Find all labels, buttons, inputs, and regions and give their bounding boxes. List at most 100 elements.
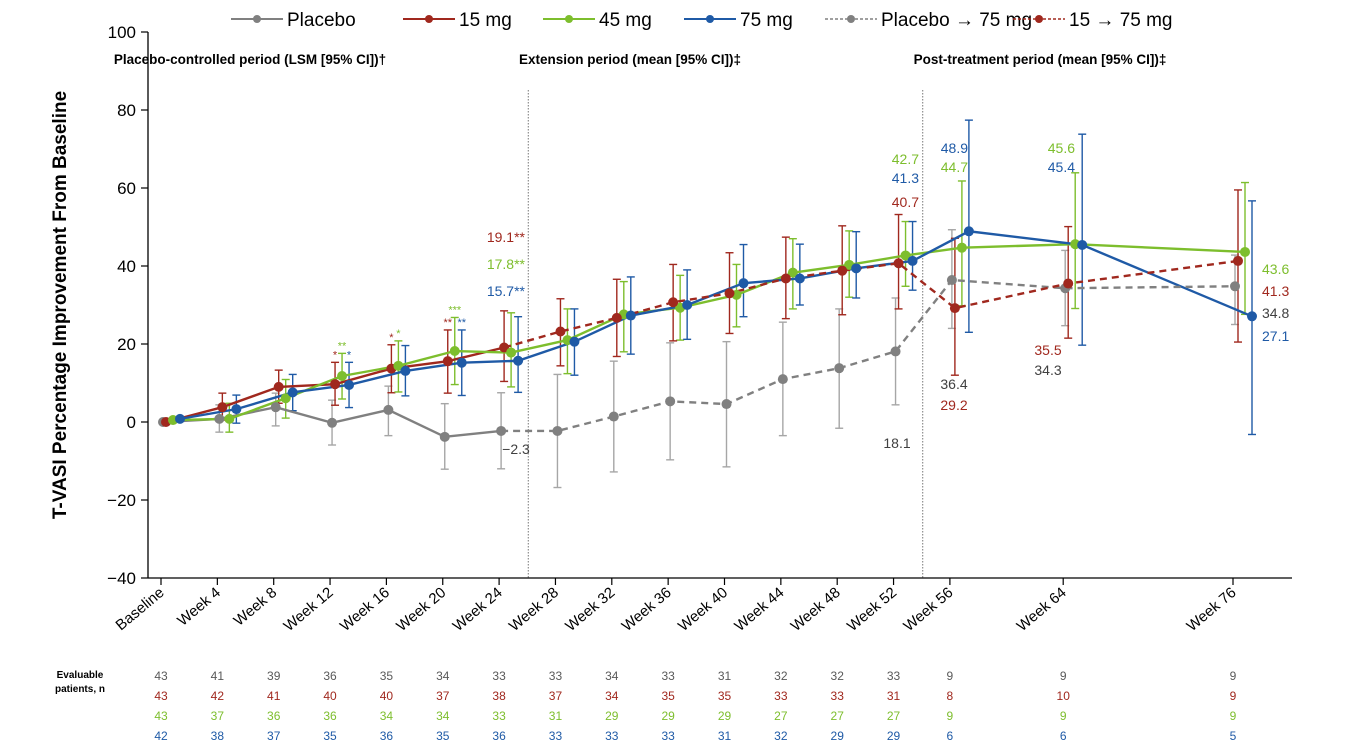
patients-cell: 36 [323, 669, 337, 683]
data-points [158, 226, 1257, 442]
legend: Placebo 15 mg 45 mg 75 mg Placebo → 75 mg 15 … [231, 10, 1173, 31]
patients-cell: 9 [1060, 709, 1067, 723]
patients-cell: 43 [154, 709, 168, 723]
patients-cell: 36 [492, 729, 506, 743]
patients-cell: 10 [1057, 689, 1071, 703]
patients-cell: 33 [831, 689, 845, 703]
value-annotation: 36.4 [940, 376, 967, 392]
patients-cell: 9 [1230, 669, 1237, 683]
legend-label: Placebo [287, 10, 356, 31]
period-header: Extension period (mean [95% CI])‡ [519, 52, 741, 67]
legend-item: 75 mg [684, 10, 793, 31]
data-point [439, 431, 450, 442]
data-point [383, 404, 394, 415]
data-point [1247, 311, 1257, 322]
legend-swatch-marker [706, 15, 714, 23]
data-point [287, 387, 298, 398]
data-point [682, 300, 693, 310]
patients-cell: 31 [718, 669, 732, 683]
value-annotation: 43.6 [1262, 261, 1289, 277]
value-annotation: 41.3 [1262, 283, 1289, 299]
patients-cell: 43 [154, 669, 168, 683]
error-bars [215, 119, 1256, 489]
x-tick-label: Week 76 [1183, 584, 1239, 635]
patients-cell: 9 [1060, 669, 1067, 683]
patients-cell: 36 [323, 709, 337, 723]
patients-cell: 33 [549, 669, 563, 683]
data-point [175, 413, 185, 424]
data-point [724, 288, 735, 299]
significance-marker: ** [457, 317, 466, 329]
data-point [794, 273, 805, 284]
data-point [327, 417, 338, 428]
data-point [400, 365, 411, 376]
significance-marker: * [396, 328, 401, 340]
value-annotation: 40.7 [892, 194, 919, 210]
error-bar [1078, 133, 1087, 346]
patients-cell: 37 [211, 709, 225, 723]
patients-cell: 5 [1230, 729, 1237, 743]
patients-table-label-2: patients, n [55, 684, 105, 695]
data-point [963, 226, 974, 237]
data-point [449, 346, 460, 357]
patients-cell: 6 [947, 729, 954, 743]
x-tick-label: Baseline [113, 584, 168, 634]
x-tick-label: Week 28 [506, 584, 562, 635]
patients-cell: 35 [380, 669, 394, 683]
y-tick-label: 40 [117, 257, 136, 276]
data-point [393, 360, 404, 371]
patients-cell: 32 [831, 669, 845, 683]
data-point [625, 310, 636, 321]
patients-cell: 35 [436, 729, 450, 743]
patients-cell: 33 [774, 689, 788, 703]
patients-cell: 9 [1230, 709, 1237, 723]
value-annotation: 34.3 [1034, 362, 1061, 378]
x-tick-label: Week 52 [844, 584, 900, 635]
data-point [280, 393, 291, 404]
data-point [900, 250, 911, 261]
data-point [552, 425, 563, 436]
patients-cell: 31 [549, 709, 563, 723]
patients-table-label-1: Evaluable [57, 670, 104, 681]
patients-cell: 35 [718, 689, 732, 703]
data-point [337, 370, 348, 381]
x-tick-label: Week 48 [788, 584, 844, 635]
patients-cell: 29 [718, 709, 732, 723]
period-header: Post-treatment period (mean [95% CI])‡ [914, 52, 1167, 67]
patients-cell: 33 [661, 729, 675, 743]
patients-cell: 31 [887, 689, 901, 703]
patients-cell: 27 [887, 709, 901, 723]
y-axis-label: T-VASI Percentage Improvement From Basel… [50, 91, 71, 519]
y-tick-label: −40 [107, 569, 136, 588]
data-point [330, 379, 341, 390]
x-tick-label: Week 36 [619, 584, 675, 635]
y-tick-label: −20 [107, 491, 136, 510]
data-point [1240, 246, 1250, 257]
data-point [907, 255, 918, 266]
legend-label: 15 → 75 mg [1069, 10, 1173, 31]
legend-swatch-marker [253, 15, 261, 23]
value-annotation: 15.7** [487, 283, 526, 299]
patients-cell: 9 [1230, 689, 1237, 703]
error-bar [964, 119, 973, 333]
data-point [442, 356, 453, 367]
patients-cell: 41 [211, 669, 225, 683]
value-annotation: 34.8 [1262, 305, 1289, 321]
y-tick-label: 20 [117, 335, 136, 354]
significance-marker: * [347, 349, 352, 361]
patients-cell: 40 [323, 689, 337, 703]
value-annotation: 17.8** [487, 256, 526, 272]
patients-cell: 36 [380, 729, 394, 743]
series-line [503, 259, 1239, 349]
value-annotation: 19.1** [487, 229, 526, 245]
x-tick-label: Week 24 [450, 584, 506, 635]
patients-cell: 42 [211, 689, 225, 703]
data-point [721, 399, 732, 410]
patients-cell: 34 [436, 669, 450, 683]
patients-cell: 27 [831, 709, 845, 723]
data-point [513, 355, 524, 366]
patients-cell: 32 [774, 729, 788, 743]
significance-marker: * [333, 349, 338, 361]
